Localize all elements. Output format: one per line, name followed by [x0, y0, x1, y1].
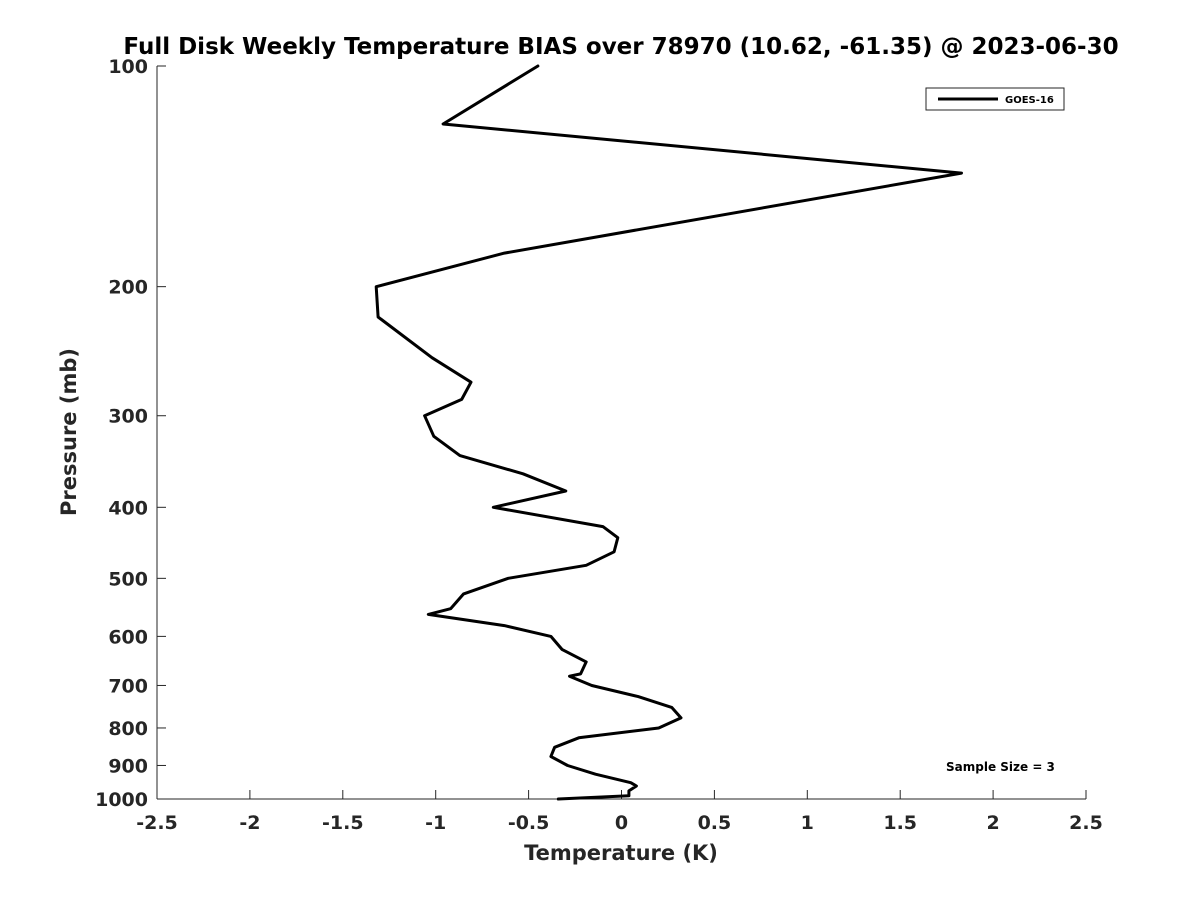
x-ticks: -2.5 -2 -1.5 -1 -0.5 0 0.5 1 1.5 2 2.5	[136, 790, 1103, 834]
series-line-goes-16	[374, 64, 963, 801]
y-tick-label: 600	[108, 626, 148, 648]
y-axis-label: Pressure (mb)	[57, 348, 81, 516]
y-tick-label: 900	[108, 755, 148, 777]
y-tick-label: 800	[108, 718, 148, 740]
x-tick-label: 2	[986, 812, 999, 834]
y-tick-label: 100	[108, 56, 148, 78]
legend: GOES-16	[925, 87, 1065, 111]
x-tick-label: -0.5	[508, 812, 550, 834]
y-ticks: 100 200 300 400 500 600 700 800 900 1000	[95, 56, 166, 811]
x-tick-label: 1	[801, 812, 814, 834]
x-tick-label: -1	[425, 812, 446, 834]
x-tick-label: 0.5	[698, 812, 732, 834]
x-tick-label: -1.5	[322, 812, 364, 834]
series-layer	[374, 64, 963, 801]
x-tick-label: -2	[239, 812, 260, 834]
x-tick-label: 1.5	[883, 812, 917, 834]
chart-title: Full Disk Weekly Temperature BIAS over 7…	[123, 34, 1118, 60]
x-tick-label: 0	[615, 812, 628, 834]
y-tick-label: 300	[108, 406, 148, 428]
y-tick-label: 1000	[95, 789, 148, 811]
legend-label-goes-16: GOES-16	[1005, 95, 1054, 106]
x-tick-label: -2.5	[136, 812, 178, 834]
x-tick-label: 2.5	[1069, 812, 1103, 834]
y-tick-label: 400	[108, 497, 148, 519]
sample-size-annotation: Sample Size = 3	[946, 760, 1055, 774]
x-axis-label: Temperature (K)	[524, 841, 718, 865]
y-tick-label: 500	[108, 568, 148, 590]
y-tick-label: 700	[108, 675, 148, 697]
y-tick-label: 200	[108, 277, 148, 299]
